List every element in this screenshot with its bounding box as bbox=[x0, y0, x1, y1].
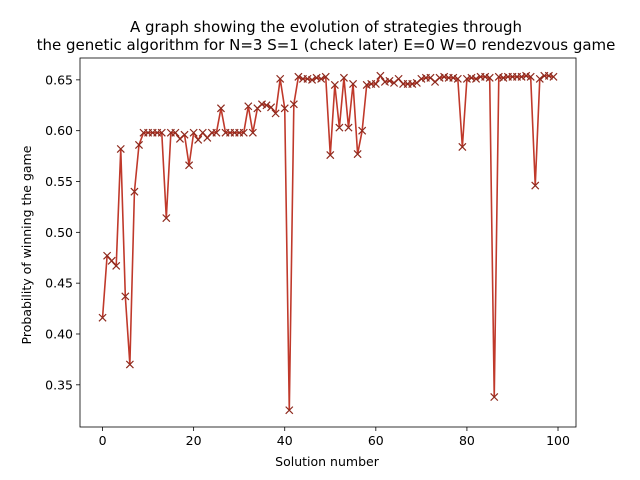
data-point bbox=[244, 102, 253, 111]
data-point bbox=[185, 161, 194, 170]
data-point bbox=[189, 128, 198, 137]
data-point bbox=[330, 80, 339, 89]
y-tick-label: 0.40 bbox=[45, 326, 73, 341]
y-tick-label: 0.45 bbox=[45, 276, 73, 291]
data-point bbox=[531, 181, 540, 190]
data-point bbox=[98, 313, 107, 322]
data-point bbox=[162, 214, 171, 223]
data-point bbox=[180, 130, 189, 139]
plot-area: 0 20 40 60 80 100 0.35 0.40 0.45 0.50 0.55 0.60 0.65 bbox=[45, 57, 577, 448]
data-point bbox=[171, 128, 180, 137]
x-tick-label: 0 bbox=[99, 433, 107, 448]
x-tick-label: 60 bbox=[368, 433, 384, 448]
x-tick-label: 100 bbox=[546, 433, 570, 448]
data-point bbox=[271, 109, 280, 118]
data-point bbox=[376, 71, 385, 80]
data-point bbox=[112, 261, 121, 270]
chart-title-line-2: the genetic algorithm for N=3 S=1 (check… bbox=[37, 36, 616, 54]
data-point bbox=[262, 101, 271, 110]
data-point bbox=[490, 392, 499, 402]
series-line bbox=[101, 74, 554, 412]
x-tick-label: 40 bbox=[277, 433, 293, 448]
data-point bbox=[371, 79, 380, 88]
data-point bbox=[335, 123, 344, 132]
y-axis-label: Probability of winning the game bbox=[19, 145, 34, 344]
y-tick-label: 0.60 bbox=[45, 123, 73, 138]
data-point bbox=[453, 74, 462, 83]
data-point bbox=[289, 100, 298, 109]
y-tick-label: 0.35 bbox=[45, 377, 73, 392]
data-point bbox=[472, 74, 481, 83]
y-tick-label: 0.65 bbox=[45, 72, 73, 87]
data-point bbox=[267, 103, 276, 112]
data-point bbox=[458, 142, 467, 151]
data-point bbox=[276, 74, 285, 83]
data-point bbox=[280, 104, 289, 113]
chart-title-line-1: A graph showing the evolution of strateg… bbox=[130, 18, 522, 36]
data-point bbox=[239, 128, 248, 137]
data-point bbox=[349, 79, 358, 88]
data-point bbox=[353, 150, 362, 159]
data-point bbox=[308, 75, 317, 84]
data-point bbox=[134, 140, 144, 149]
data-point bbox=[121, 292, 130, 301]
data-point bbox=[194, 135, 203, 144]
data-point bbox=[216, 104, 225, 113]
data-point bbox=[125, 360, 134, 369]
data-point bbox=[285, 406, 294, 415]
data-point bbox=[130, 187, 139, 196]
data-point bbox=[535, 74, 544, 83]
data-point bbox=[326, 151, 335, 160]
x-tick-label: 80 bbox=[459, 433, 475, 448]
data-point bbox=[344, 123, 353, 132]
axes-frame bbox=[79, 57, 577, 428]
y-tick-label: 0.50 bbox=[45, 225, 73, 240]
data-point bbox=[294, 72, 303, 81]
data-point bbox=[212, 128, 221, 137]
data-point bbox=[549, 72, 558, 81]
data-point bbox=[485, 73, 494, 82]
data-point bbox=[317, 74, 326, 83]
data-point bbox=[321, 72, 330, 81]
data-point bbox=[248, 128, 257, 137]
data-point bbox=[385, 76, 394, 85]
data-point bbox=[339, 73, 348, 82]
data-point bbox=[157, 128, 166, 137]
data-point bbox=[358, 126, 367, 135]
x-tick-label: 20 bbox=[186, 433, 202, 448]
data-point bbox=[116, 144, 125, 154]
x-axis-label: Solution number bbox=[275, 454, 380, 469]
y-tick-label: 0.55 bbox=[45, 174, 73, 189]
data-point bbox=[526, 72, 535, 81]
